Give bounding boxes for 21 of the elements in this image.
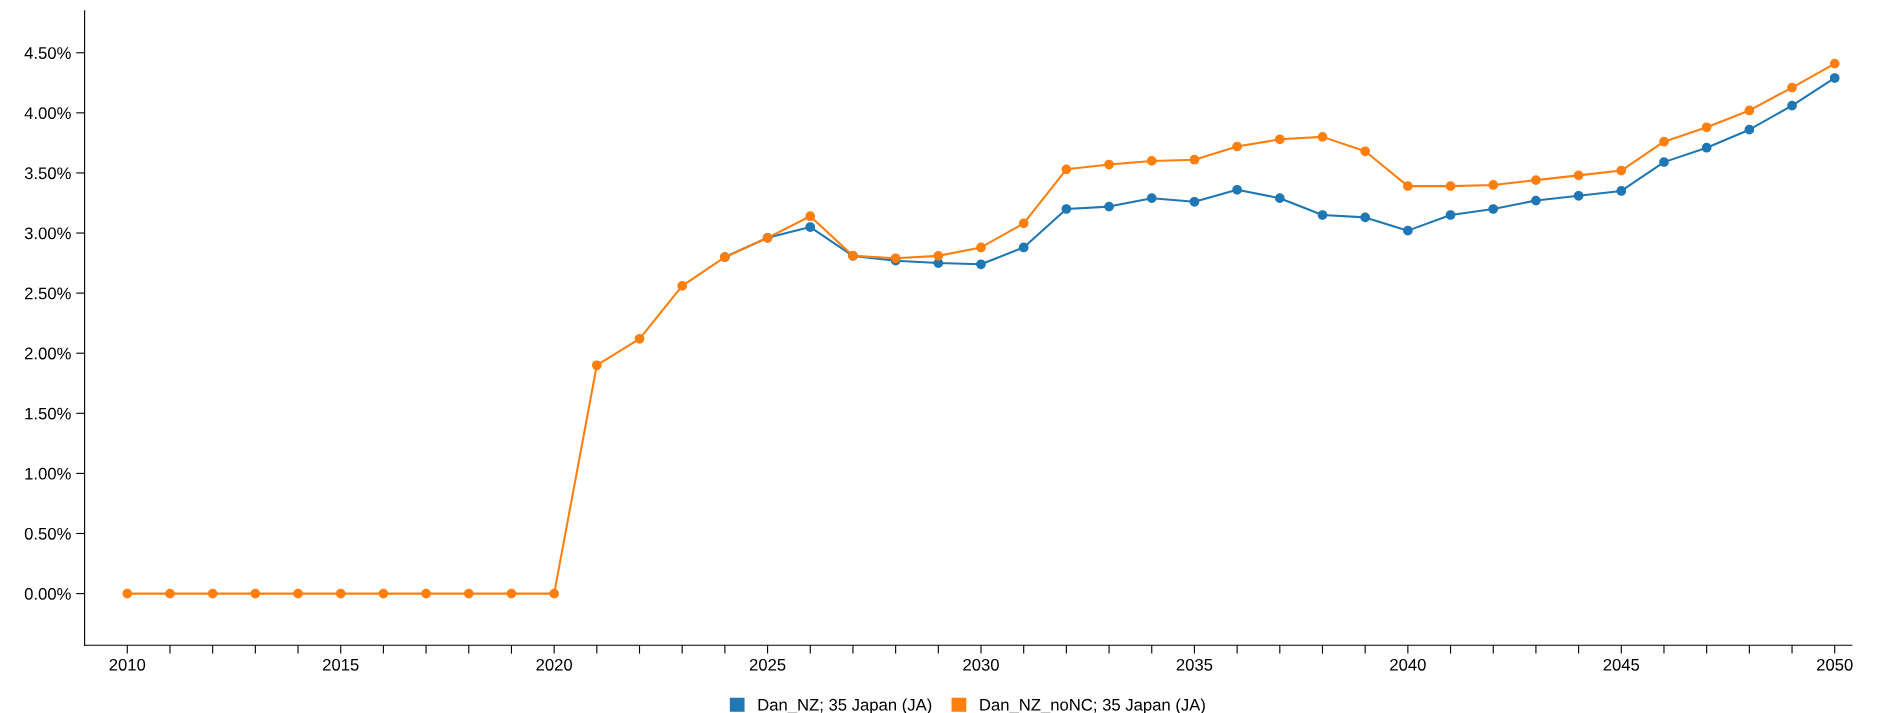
y-tick-label: 4.00%	[24, 107, 71, 120]
y-tick-label: 1.00%	[25, 467, 71, 480]
x-tick-label: 2040	[1390, 658, 1426, 671]
x-tick-label: 2030	[963, 658, 999, 671]
y-tick-label: 3.00%	[24, 227, 71, 240]
y-tick-label: 2.00%	[24, 347, 71, 360]
x-tick-label: 2035	[1176, 658, 1213, 671]
y-tick-label: 0.00%	[24, 587, 71, 600]
legend-label: Dan_NZ_noNC; 35 Japan (JA)	[980, 698, 1205, 713]
x-tick-label: 2015	[323, 658, 359, 671]
x-tick-label: 2025	[749, 658, 786, 671]
y-tick-label: 2.50%	[24, 287, 71, 300]
x-tick-label: 2050	[1817, 658, 1853, 671]
y-tick-label: 3.50%	[24, 167, 71, 180]
y-tick-label: 4.50%	[24, 47, 71, 59]
legend-label: Dan_NZ; 35 Japan (JA)	[758, 698, 932, 713]
x-tick-label: 2020	[536, 658, 573, 671]
x-tick-label: 2045	[1603, 658, 1640, 671]
y-tick-label: 0.50%	[24, 527, 71, 540]
y-tick-label: 1.50%	[25, 407, 71, 420]
x-tick-label: 2010	[109, 658, 146, 671]
